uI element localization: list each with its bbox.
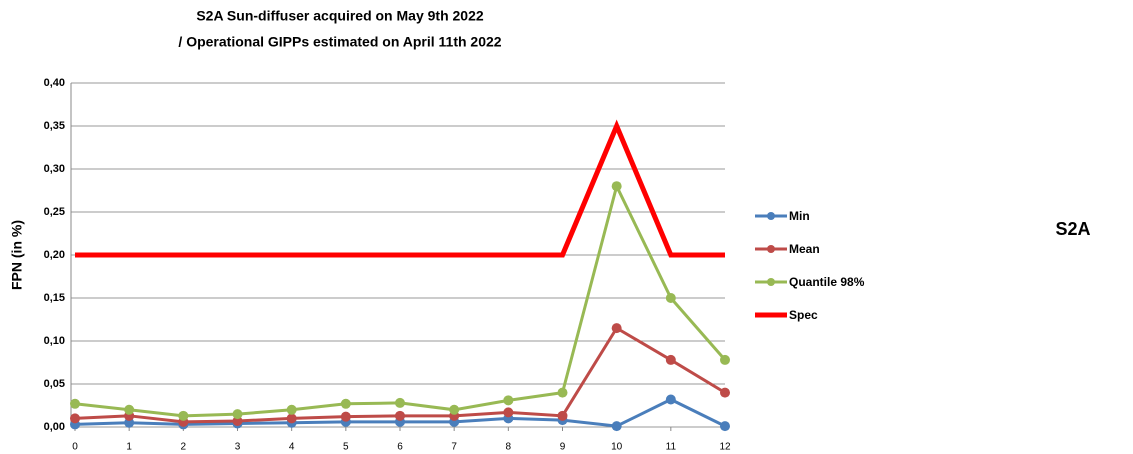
data-point [178,410,189,421]
y-tick-label: 0,35 [44,120,65,132]
x-tick-label: 1 [126,442,132,453]
y-tick-label: 0,25 [44,206,65,218]
data-point [665,293,676,303]
data-point [611,181,622,192]
data-point [124,417,135,428]
x-tick-label: 3 [235,442,241,453]
y-tick-label: 0,10 [44,335,65,347]
x-tick-label: 6 [397,442,403,453]
x-tick-label: 7 [451,442,457,453]
data-point [720,387,730,398]
x-tick-label: 12 [719,442,731,453]
data-point [340,411,351,422]
data-point [340,398,351,409]
x-tick-label: 4 [289,442,295,453]
data-point [720,421,730,432]
chart-title: / Operational GIPPs estimated on April 1… [178,34,501,50]
y-axis-label: FPN (in %) [9,220,25,290]
x-tick-label: 11 [666,442,677,453]
data-point [286,404,297,415]
data-point [286,413,297,424]
data-point [665,354,676,365]
legend-label: Spec [789,308,818,322]
legend-label: Quantile 98% [789,275,865,289]
x-tick-label: 2 [181,442,187,453]
legend-marker [767,245,775,253]
data-point [611,421,622,432]
data-point [449,404,460,415]
side-label: S2A [1055,219,1090,239]
data-point [395,410,405,421]
x-tick-label: 5 [343,442,349,453]
legend-marker [767,278,775,286]
data-point [557,387,568,398]
data-point [720,354,730,365]
data-point [503,407,514,418]
x-tick-label: 10 [611,442,623,453]
data-point [503,395,514,406]
x-tick-label: 8 [506,442,512,453]
chart-title: S2A Sun-diffuser acquired on May 9th 202… [196,8,484,24]
y-tick-label: 0,05 [44,378,65,390]
legend-label: Min [789,209,810,223]
data-point [124,404,135,415]
legend-label: Mean [789,242,820,256]
y-tick-label: 0,15 [44,292,65,304]
y-tick-label: 0,40 [44,77,65,89]
data-point [611,323,622,334]
x-tick-label: 0 [72,442,78,453]
data-point [665,394,676,405]
data-point [232,415,243,426]
data-point [70,413,80,424]
y-tick-label: 0,30 [44,163,65,175]
x-tick-label: 9 [560,442,566,453]
data-point [395,397,405,408]
series-line [75,119,725,258]
series-line [74,181,727,418]
data-point [232,409,243,420]
legend-marker [767,212,775,220]
y-tick-label: 0,20 [44,249,65,261]
data-point [70,398,80,409]
y-tick-label: 0,00 [44,421,65,433]
data-point [557,410,568,421]
